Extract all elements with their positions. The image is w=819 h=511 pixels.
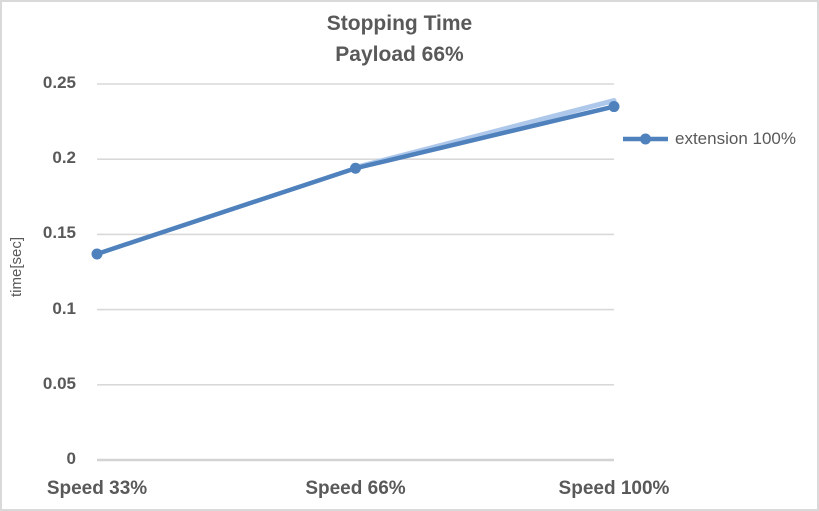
x-tick-label: Speed 33% [46,478,148,499]
legend-line-marker-icon [623,133,668,145]
y-tick-label: 0.1 [52,298,76,318]
data-point-marker [350,162,361,174]
y-tick-label: 0.25 [42,73,76,92]
data-point-marker [608,101,620,113]
x-tick-label: Speed 66% [305,478,406,499]
chart-title: Stopping Time Payload 66% [2,8,797,70]
legend-entry-label: extension 100% [675,129,796,148]
y-tick-label: 0.2 [52,148,76,168]
chart-title-line1: Stopping Time [326,12,473,35]
legend: extension 100% [621,129,796,149]
y-tick-label: 0 [66,449,76,468]
data-point-marker [91,248,103,260]
y-axis-title: time[sec] [8,237,25,298]
series-line [94,104,617,257]
x-tick-label: Speed 100% [558,478,670,499]
y-tick-label: 0.15 [42,223,76,243]
chart-title-line2: Payload 66% [335,43,464,66]
y-tick-label: 0.05 [42,373,76,393]
